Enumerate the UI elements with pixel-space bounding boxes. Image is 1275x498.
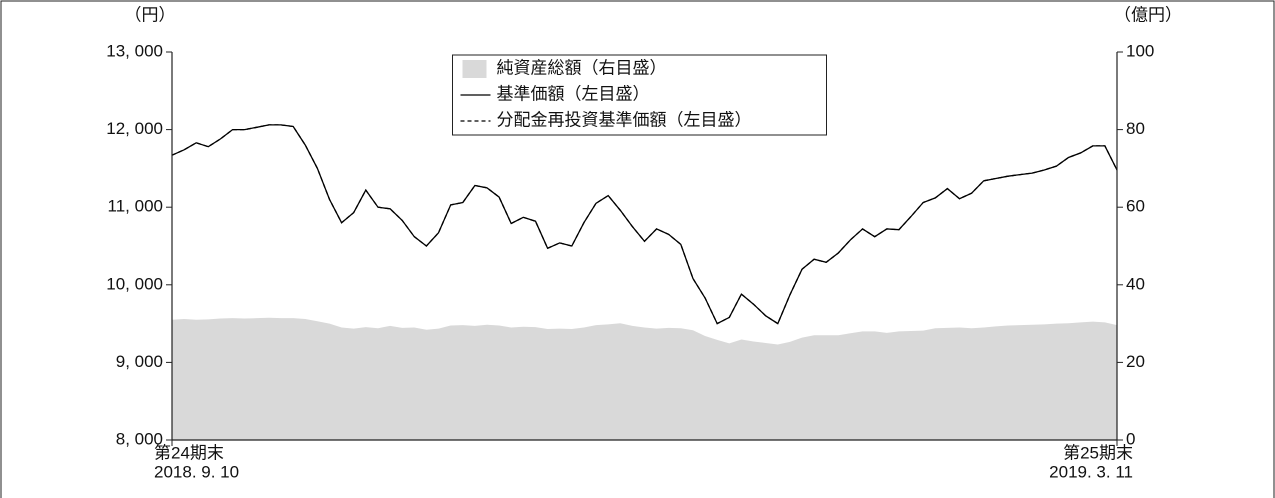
y2-tick-label: 80	[1126, 119, 1145, 138]
legend-label: 基準価額（左目盛）	[497, 84, 650, 103]
x-period-label: 第24期末	[154, 443, 224, 462]
x-period-label: 第25期末	[1063, 443, 1133, 462]
legend-label: 分配金再投資基準価額（左目盛）	[497, 110, 752, 129]
legend-swatch	[462, 60, 487, 78]
y-tick-label: 13, 000	[106, 41, 163, 60]
y-tick-label: 9, 000	[116, 352, 163, 371]
x-tick-label: 2018. 9. 10	[154, 462, 239, 481]
legend-label: 純資産総額（右目盛）	[497, 58, 667, 77]
area	[172, 317, 1117, 440]
y-unit-label: （円）	[125, 5, 176, 24]
y2-tick-label: 40	[1126, 274, 1145, 293]
y2-unit-label: （億円）	[1114, 5, 1182, 24]
legend-box	[452, 54, 827, 136]
y2-tick-label: 100	[1126, 41, 1154, 60]
line	[171, 124, 1118, 325]
dashed-line	[171, 124, 1118, 325]
y2-tick-label: 20	[1126, 352, 1145, 371]
y2-tick-label: 60	[1126, 197, 1145, 216]
y-tick-label: 8, 000	[116, 429, 163, 448]
x-tick-label: 2019. 3. 11	[1049, 462, 1133, 481]
y-tick-label: 11, 000	[108, 197, 163, 216]
y-tick-label: 10, 000	[106, 274, 163, 293]
y-tick-label: 12, 000	[106, 119, 163, 138]
legend: 純資産総額（右目盛） 基準価額（左目盛） 分配金再投資基準価額（左目盛）	[452, 54, 827, 136]
y2-tick-label: 0	[1126, 429, 1135, 448]
